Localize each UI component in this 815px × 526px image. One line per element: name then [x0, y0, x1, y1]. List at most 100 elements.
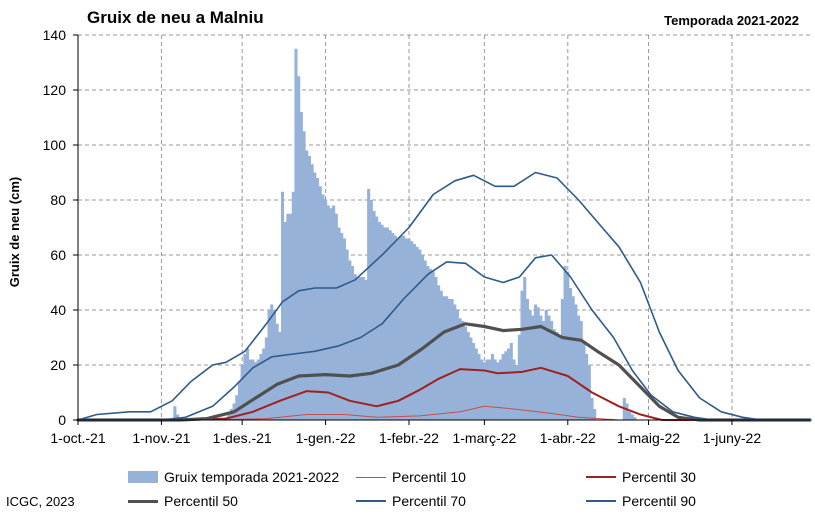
legend-label: Percentil 10 — [392, 469, 466, 485]
snow-depth-bar — [270, 304, 274, 420]
snow-depth-bar — [359, 277, 363, 420]
snow-depth-bar — [587, 365, 591, 420]
snow-depth-bar — [332, 205, 336, 420]
percentil-50-line — [76, 322, 812, 422]
x-tick-label: 1-març-22 — [452, 430, 516, 446]
snow-depth-bar — [571, 296, 575, 420]
snow-depth-bar — [388, 230, 392, 420]
snow-depth-bar — [340, 233, 344, 420]
legend-label: Percentil 90 — [622, 493, 696, 509]
snow-depth-bar — [348, 260, 352, 420]
snow-depth-bar — [490, 354, 494, 420]
snow-depth-bar — [633, 417, 637, 420]
legend-item-p90: Percentil 90 — [586, 493, 696, 509]
snow-depth-bar — [262, 348, 266, 420]
snow-depth-bar — [326, 205, 330, 420]
snow-depth-bar — [334, 213, 338, 420]
axes: 0 20 40 60 80 100 120 140 1-oct.-21 1-nov.-21 1-de… — [43, 27, 810, 446]
snow-depth-bar — [547, 315, 551, 420]
snow-depth-bar — [560, 299, 564, 420]
legend-label: Percentil 50 — [164, 493, 238, 509]
y-tick-label: 20 — [50, 357, 66, 373]
y-tick-label: 60 — [50, 247, 66, 263]
snow-depth-bar — [450, 299, 454, 420]
snow-depth-bar — [248, 359, 252, 420]
snow-depth-bar — [227, 411, 231, 420]
snow-depth-bar — [315, 178, 320, 420]
snow-depth-bar — [455, 310, 460, 420]
snow-depth-bar — [305, 150, 309, 420]
legend-swatch-p30 — [586, 476, 616, 478]
snow-depth-bar — [310, 164, 314, 420]
snow-depth-bar — [585, 354, 589, 420]
snow-depth-bar — [593, 409, 597, 420]
percentil-90-line — [77, 171, 811, 421]
percentil-70-line — [77, 254, 811, 421]
snow-depth-bar — [176, 414, 180, 420]
legend-item-p30: Percentil 30 — [586, 469, 696, 485]
snow-depth-bar — [525, 299, 529, 420]
snow-depth-bar — [402, 235, 406, 420]
snow-depth-bar — [428, 268, 433, 420]
legend-swatch-p70 — [356, 500, 386, 502]
credit-text: ICGC, 2023 — [6, 494, 75, 509]
snow-depth-bar — [361, 277, 365, 420]
snow-depth-bar — [364, 279, 368, 420]
snow-depth-bar — [410, 241, 414, 420]
snow-depth-bar — [237, 381, 242, 420]
snow-depth-bar — [447, 299, 451, 420]
snow-depth-bar — [472, 343, 476, 420]
legend-label: Percentil 30 — [622, 469, 696, 485]
x-tick-label: 1-abr.-22 — [540, 430, 596, 446]
snow-depth-bar — [294, 48, 298, 420]
snow-depth-bar — [507, 348, 511, 420]
snow-depth-bar — [404, 238, 408, 420]
snow-depth-bar — [628, 411, 632, 420]
snow-depth-bar — [385, 227, 390, 420]
snow-depth-bar — [415, 246, 419, 420]
snow-depth-bar — [396, 238, 400, 420]
legend-label: Percentil 70 — [392, 493, 466, 509]
snow-depth-bar — [256, 359, 260, 420]
legend-item-p50: Percentil 50 — [128, 493, 238, 509]
snow-depth-bar — [399, 235, 403, 420]
x-tick-label: 1-febr.-22 — [379, 430, 439, 446]
snow-depth-bar — [302, 131, 306, 420]
x-tick-label: 1-gen.-22 — [296, 430, 356, 446]
snow-depth-bar — [356, 277, 360, 420]
snow-depth-bar — [342, 238, 346, 420]
snow-depth-bar — [517, 334, 521, 420]
x-tick-label: 1-oct.-21 — [50, 430, 105, 446]
snow-depth-bar — [477, 354, 481, 420]
snow-depth-bar — [299, 112, 303, 420]
y-tick-label: 100 — [43, 137, 67, 153]
snow-depth-bar — [488, 359, 492, 420]
snow-depth-bar — [493, 359, 497, 420]
chart-title: Gruix de neu a Malniu — [87, 8, 264, 27]
snow-depth-bar — [579, 321, 583, 420]
snow-depth-bar — [289, 213, 293, 420]
snow-depth-bar — [418, 249, 422, 420]
legend-label: Gruix temporada 2021-2022 — [164, 469, 340, 485]
snow-depth-bar — [574, 304, 578, 420]
snow-depth-bar — [498, 359, 503, 420]
snow-depth-bar — [291, 191, 295, 420]
snow-depth-bar — [412, 244, 416, 420]
snow-depth-bar — [509, 343, 513, 420]
legend-item-p10: Percentil 10 — [356, 469, 466, 485]
percentil-10-line — [77, 405, 811, 421]
snow-depth-bar — [504, 351, 508, 420]
snow-depth-bar — [353, 274, 357, 420]
x-tick-label: 1-maig-22 — [617, 430, 680, 446]
snow-depth-bar — [544, 310, 548, 420]
snow-depth-bar — [372, 211, 376, 420]
snow-depth-bar — [485, 359, 489, 420]
snow-depth-bar — [267, 310, 271, 420]
y-tick-label: 0 — [58, 412, 66, 428]
snow-depth-bar — [480, 359, 484, 420]
snow-depth-bar — [313, 172, 317, 420]
legend-swatch-bars — [128, 471, 158, 483]
snow-depth-bar — [461, 321, 465, 420]
snow-depth-bar — [590, 398, 594, 420]
